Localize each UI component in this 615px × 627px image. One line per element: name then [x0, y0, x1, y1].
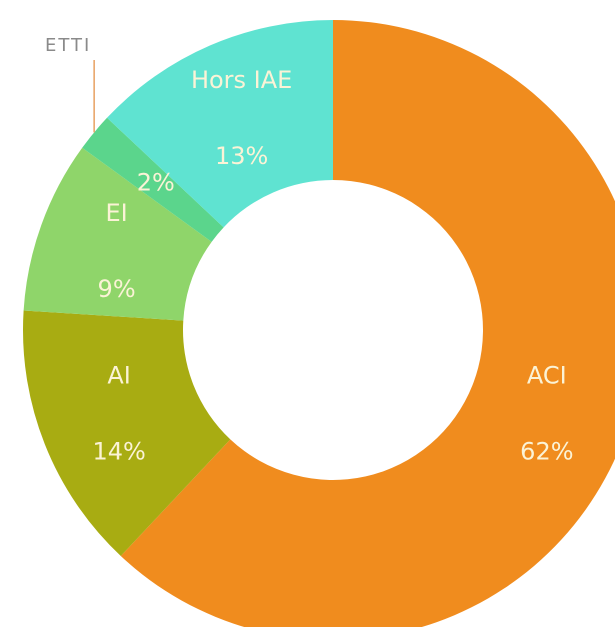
value-label: 13% — [215, 142, 268, 170]
category-label: ACI — [527, 362, 567, 390]
category-label: Hors IAE — [191, 66, 292, 94]
value-label: 62% — [520, 438, 573, 466]
slice — [22, 310, 231, 556]
slice — [23, 147, 212, 321]
slice — [120, 20, 615, 627]
slice — [107, 20, 334, 228]
category-label: AI — [107, 362, 131, 390]
slice — [82, 117, 224, 242]
category-label: EI — [105, 199, 127, 227]
value-label: 2% — [137, 168, 175, 196]
value-label: 9% — [98, 275, 136, 303]
value-label: 14% — [92, 438, 145, 466]
category-label: ETTI — [45, 35, 91, 56]
